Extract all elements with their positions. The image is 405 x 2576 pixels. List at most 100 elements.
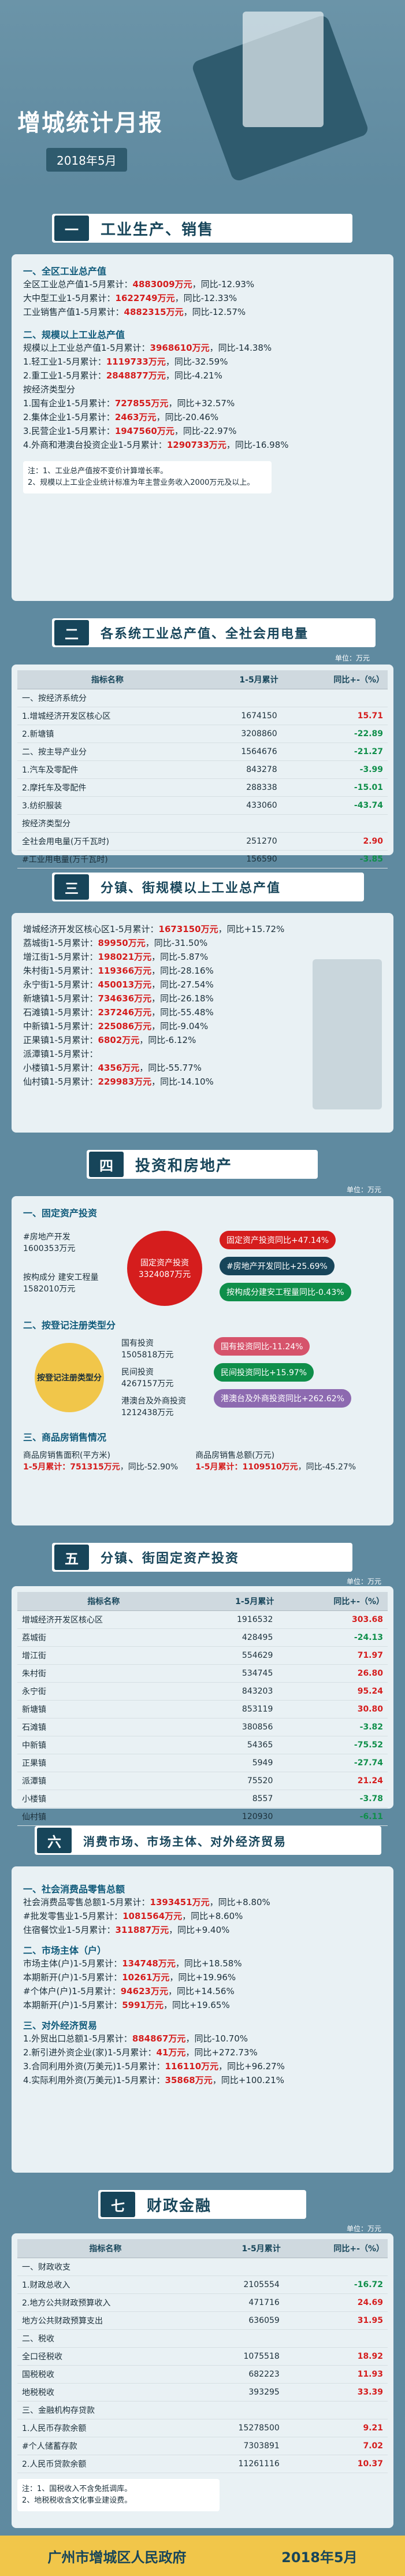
section-2-table-card: 指标名称 1-5月累计 同比+-（%） 一、按经济系统分 1.增城经济开发区核心区… bbox=[12, 665, 393, 868]
data-table: 指标名称 1-5月累计 同比+-（%） 一、按经济系统分 1.增城经济开发区核心区… bbox=[17, 670, 388, 868]
note-box: 注：1、工业总产值按不变价计算增长率。 2、规模以上工业企业统计标准为年主营业务… bbox=[23, 461, 272, 493]
reg-pill: 港澳台及外商投资同比+262.62% bbox=[214, 1389, 352, 1408]
row-change: -22.89 bbox=[281, 725, 388, 743]
data-line: 永宁街1-5月累计：450013万元，同比-27.54% bbox=[23, 979, 214, 990]
note-line: 注：1、工业总产值按不变价计算增长率。 bbox=[28, 467, 168, 476]
table-row: 1.人民币存款余额 15278500 9.21 bbox=[17, 2419, 388, 2437]
table-row: 1.增城经济开发区核心区 1674150 15.71 bbox=[17, 707, 388, 725]
row-change: -3.78 bbox=[277, 1790, 388, 1808]
table-row: 派潭镇 75520 21.24 bbox=[17, 1772, 388, 1790]
data-line: 社会消费品零售总额1-5月累计：1393451万元，同比+8.80% bbox=[23, 1897, 270, 1907]
footer-org: 广州市增城区人民政府 bbox=[47, 2549, 187, 2566]
section-4-header: 四 投资和房地产 bbox=[87, 1150, 318, 1179]
row-change: 2.90 bbox=[281, 832, 388, 851]
row-value: 251270 bbox=[197, 832, 282, 851]
table-row: 仙村镇 120930 -6.11 bbox=[17, 1807, 388, 1826]
row-value: 2105554 bbox=[193, 2276, 284, 2294]
group-title: 三、商品房销售情况 bbox=[23, 1432, 107, 1443]
data-line: #个体户(户)1-5月累计：94623万元，同比+14.56% bbox=[23, 1986, 235, 1996]
data-line: 派潭镇1-5月累计： bbox=[23, 1049, 98, 1059]
data-line: 本期新开(户)1-5月累计：10261万元，同比+19.96% bbox=[23, 1972, 236, 1983]
fi-diagram: #房地产开发 1600353万元 按构成分 建安工程量 1582010万元 固定资产… bbox=[23, 1219, 382, 1317]
row-name: 一、财政收支 bbox=[17, 2258, 194, 2276]
row-name: 地方公共财政预算支出 bbox=[17, 2311, 194, 2330]
table-row: 朱村街 534745 26.80 bbox=[17, 1664, 388, 1683]
data-line: 4.实际利用外资(万美元)1-5月累计：35868万元，同比+100.21% bbox=[23, 2075, 285, 2085]
section-title: 工业生产、销售 bbox=[101, 221, 214, 239]
data-line: 规模以上工业总产值1-5月累计：3968610万元，同比-14.38% bbox=[23, 343, 272, 353]
row-value bbox=[197, 689, 282, 707]
fi-pill: #房地产开发同比+25.69% bbox=[220, 1257, 335, 1275]
data-line: 1.外贸出口总额1-5月累计：884867万元，同比-10.70% bbox=[23, 2033, 248, 2044]
row-value: 1916532 bbox=[190, 1610, 278, 1629]
data-line: 朱村街1-5月累计：119366万元，同比-28.16% bbox=[23, 966, 214, 976]
table-row: 新塘镇 853119 30.80 bbox=[17, 1700, 388, 1718]
page-title: 增城统计月报 bbox=[17, 110, 163, 136]
row-value: 75520 bbox=[190, 1772, 278, 1790]
row-name: 中新镇 bbox=[17, 1736, 190, 1754]
table-row: 全社会用电量(万千瓦时) 251270 2.90 bbox=[17, 832, 388, 851]
row-change: 71.97 bbox=[277, 1646, 388, 1665]
table-row: 中新镇 54365 -75.52 bbox=[17, 1736, 388, 1754]
reg-diagram: 按登记注册类型分 国有投资 1505818万元 民间投资 4267157万元 港澳台… bbox=[23, 1331, 382, 1430]
row-name: 1.人民币存款余额 bbox=[17, 2419, 194, 2437]
row-name: 2.地方公共财政预算收入 bbox=[17, 2293, 194, 2312]
title-box: 增城统计月报 2018年5月 bbox=[17, 104, 191, 173]
table-row: 一、财政收支 bbox=[17, 2258, 388, 2276]
unit-label: 单位：万元 bbox=[347, 1186, 382, 1194]
row-name: 国税税收 bbox=[17, 2365, 194, 2384]
table-row: 地方公共财政预算支出 636059 31.95 bbox=[17, 2311, 388, 2330]
row-change: 30.80 bbox=[277, 1700, 388, 1718]
row-value: 471716 bbox=[193, 2293, 284, 2312]
row-value bbox=[193, 2329, 284, 2348]
table-row: 增城经济开发区核心区 1916532 303.68 bbox=[17, 1610, 388, 1629]
footer: 广州市增城区人民政府 2018年5月 bbox=[0, 2536, 405, 2576]
data-line: 新塘镇1-5月累计：734636万元，同比-26.18% bbox=[23, 993, 214, 1004]
row-value bbox=[197, 814, 282, 833]
group-title: 二、规模以上工业总产值 bbox=[23, 329, 125, 340]
row-change: 9.21 bbox=[284, 2419, 388, 2437]
row-name: 2.新塘镇 bbox=[17, 725, 198, 743]
table-row: 增江街 554629 71.97 bbox=[17, 1646, 388, 1665]
note-line: 2、地税税收含文化事业建设费。 bbox=[22, 2496, 132, 2505]
row-value: 636059 bbox=[193, 2311, 284, 2330]
row-value: 393295 bbox=[193, 2383, 284, 2401]
data-line: 住宿餐饮业1-5月累计：311887万元，同比+9.40% bbox=[23, 1925, 230, 1935]
row-value: 1075518 bbox=[193, 2347, 284, 2366]
row-value: 554629 bbox=[190, 1646, 278, 1665]
section-number: 二 bbox=[54, 620, 89, 645]
table-row: 小楼镇 8557 -3.78 bbox=[17, 1790, 388, 1808]
row-name: 2.摩托车及零配件 bbox=[17, 778, 198, 797]
group-title: 二、按登记注册类型分 bbox=[23, 1320, 116, 1331]
section-6-card: 一、社会消费品零售总额 社会消费品零售总额1-5月累计：1393451万元，同比+… bbox=[12, 1866, 393, 2173]
row-value bbox=[193, 2401, 284, 2419]
row-change bbox=[281, 814, 388, 833]
row-name: 一、按经济系统分 bbox=[17, 689, 198, 707]
row-value: 7303891 bbox=[193, 2437, 284, 2455]
row-name: 2.人民币贷款余额 bbox=[17, 2455, 194, 2473]
section-number: 六 bbox=[37, 1828, 72, 1853]
fi-pill: 固定资产投资同比+47.14% bbox=[220, 1231, 336, 1249]
data-line: 石滩镇1-5月累计：237246万元，同比-55.48% bbox=[23, 1007, 214, 1018]
table-row: 正果镇 5949 -27.74 bbox=[17, 1754, 388, 1772]
column-header: 1-5月累计 bbox=[193, 2239, 284, 2258]
data-table: 指标名称 1-5月累计 同比+-（%） 一、财政收支 1.财政总收入 2105554… bbox=[17, 2239, 388, 2473]
row-change bbox=[284, 2329, 388, 2348]
row-value: 1564676 bbox=[197, 743, 282, 761]
row-value: 853119 bbox=[190, 1700, 278, 1718]
row-name: 二、税收 bbox=[17, 2329, 194, 2348]
fi-pill: 按构成分建安工程量同比-0.43% bbox=[220, 1283, 351, 1301]
note-box: 注：1、国税收入不含免抵调库。 2、地税税收含文化事业建设费。 bbox=[17, 2479, 220, 2511]
section-7-table-card: 指标名称 1-5月累计 同比+-（%） 一、财政收支 1.财政总收入 2105554… bbox=[12, 2233, 393, 2528]
row-value: 682223 bbox=[193, 2365, 284, 2384]
row-change bbox=[281, 689, 388, 707]
column-header: 同比+-（%） bbox=[277, 1592, 388, 1611]
fi-left-2: 按构成分 建安工程量 1582010万元 bbox=[23, 1273, 99, 1294]
group-title: 二、市场主体（户） bbox=[23, 1945, 107, 1956]
unit-label: 单位：万元 bbox=[335, 654, 370, 662]
section-3-header: 三 分镇、街规模以上工业总产值 bbox=[52, 873, 364, 901]
reg-item: 港澳台及外商投资 1212438万元 bbox=[121, 1397, 186, 1417]
table-row: #个人储蓄存款 7303891 7.02 bbox=[17, 2437, 388, 2455]
section-title: 消费市场、市场主体、对外经济贸易 bbox=[83, 1834, 287, 1849]
data-line: 小楼镇1-5月累计：4356万元，同比-55.77% bbox=[23, 1063, 202, 1073]
